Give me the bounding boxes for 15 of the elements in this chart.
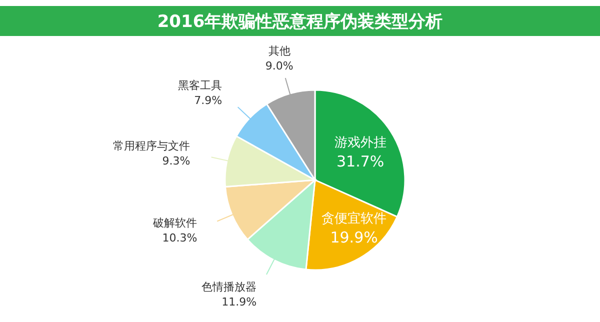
chart-title: 2016年欺骗性恶意程序伪装类型分析 — [157, 12, 443, 32]
legend-label: 破解软件 — [152, 216, 198, 230]
slice-label: 贪便宜软件 — [322, 210, 387, 227]
data-label: 9.0% — [265, 59, 294, 72]
slice-label: 游戏外挂 — [334, 136, 386, 151]
data-label: 7.9% — [194, 94, 222, 108]
slice-label: 常用程序与文件 — [113, 140, 190, 153]
data-label: 11.9% — [222, 296, 257, 309]
data-label: 19.9% — [330, 228, 378, 247]
slice-label: 其他 — [268, 44, 290, 58]
slice-label: 色情播放器 — [202, 280, 257, 294]
data-label: 9.3% — [162, 154, 190, 168]
slice-label: 黑客工具 — [178, 79, 222, 92]
data-label: 31.7% — [336, 152, 384, 171]
data-label: 10.3% — [162, 232, 198, 245]
